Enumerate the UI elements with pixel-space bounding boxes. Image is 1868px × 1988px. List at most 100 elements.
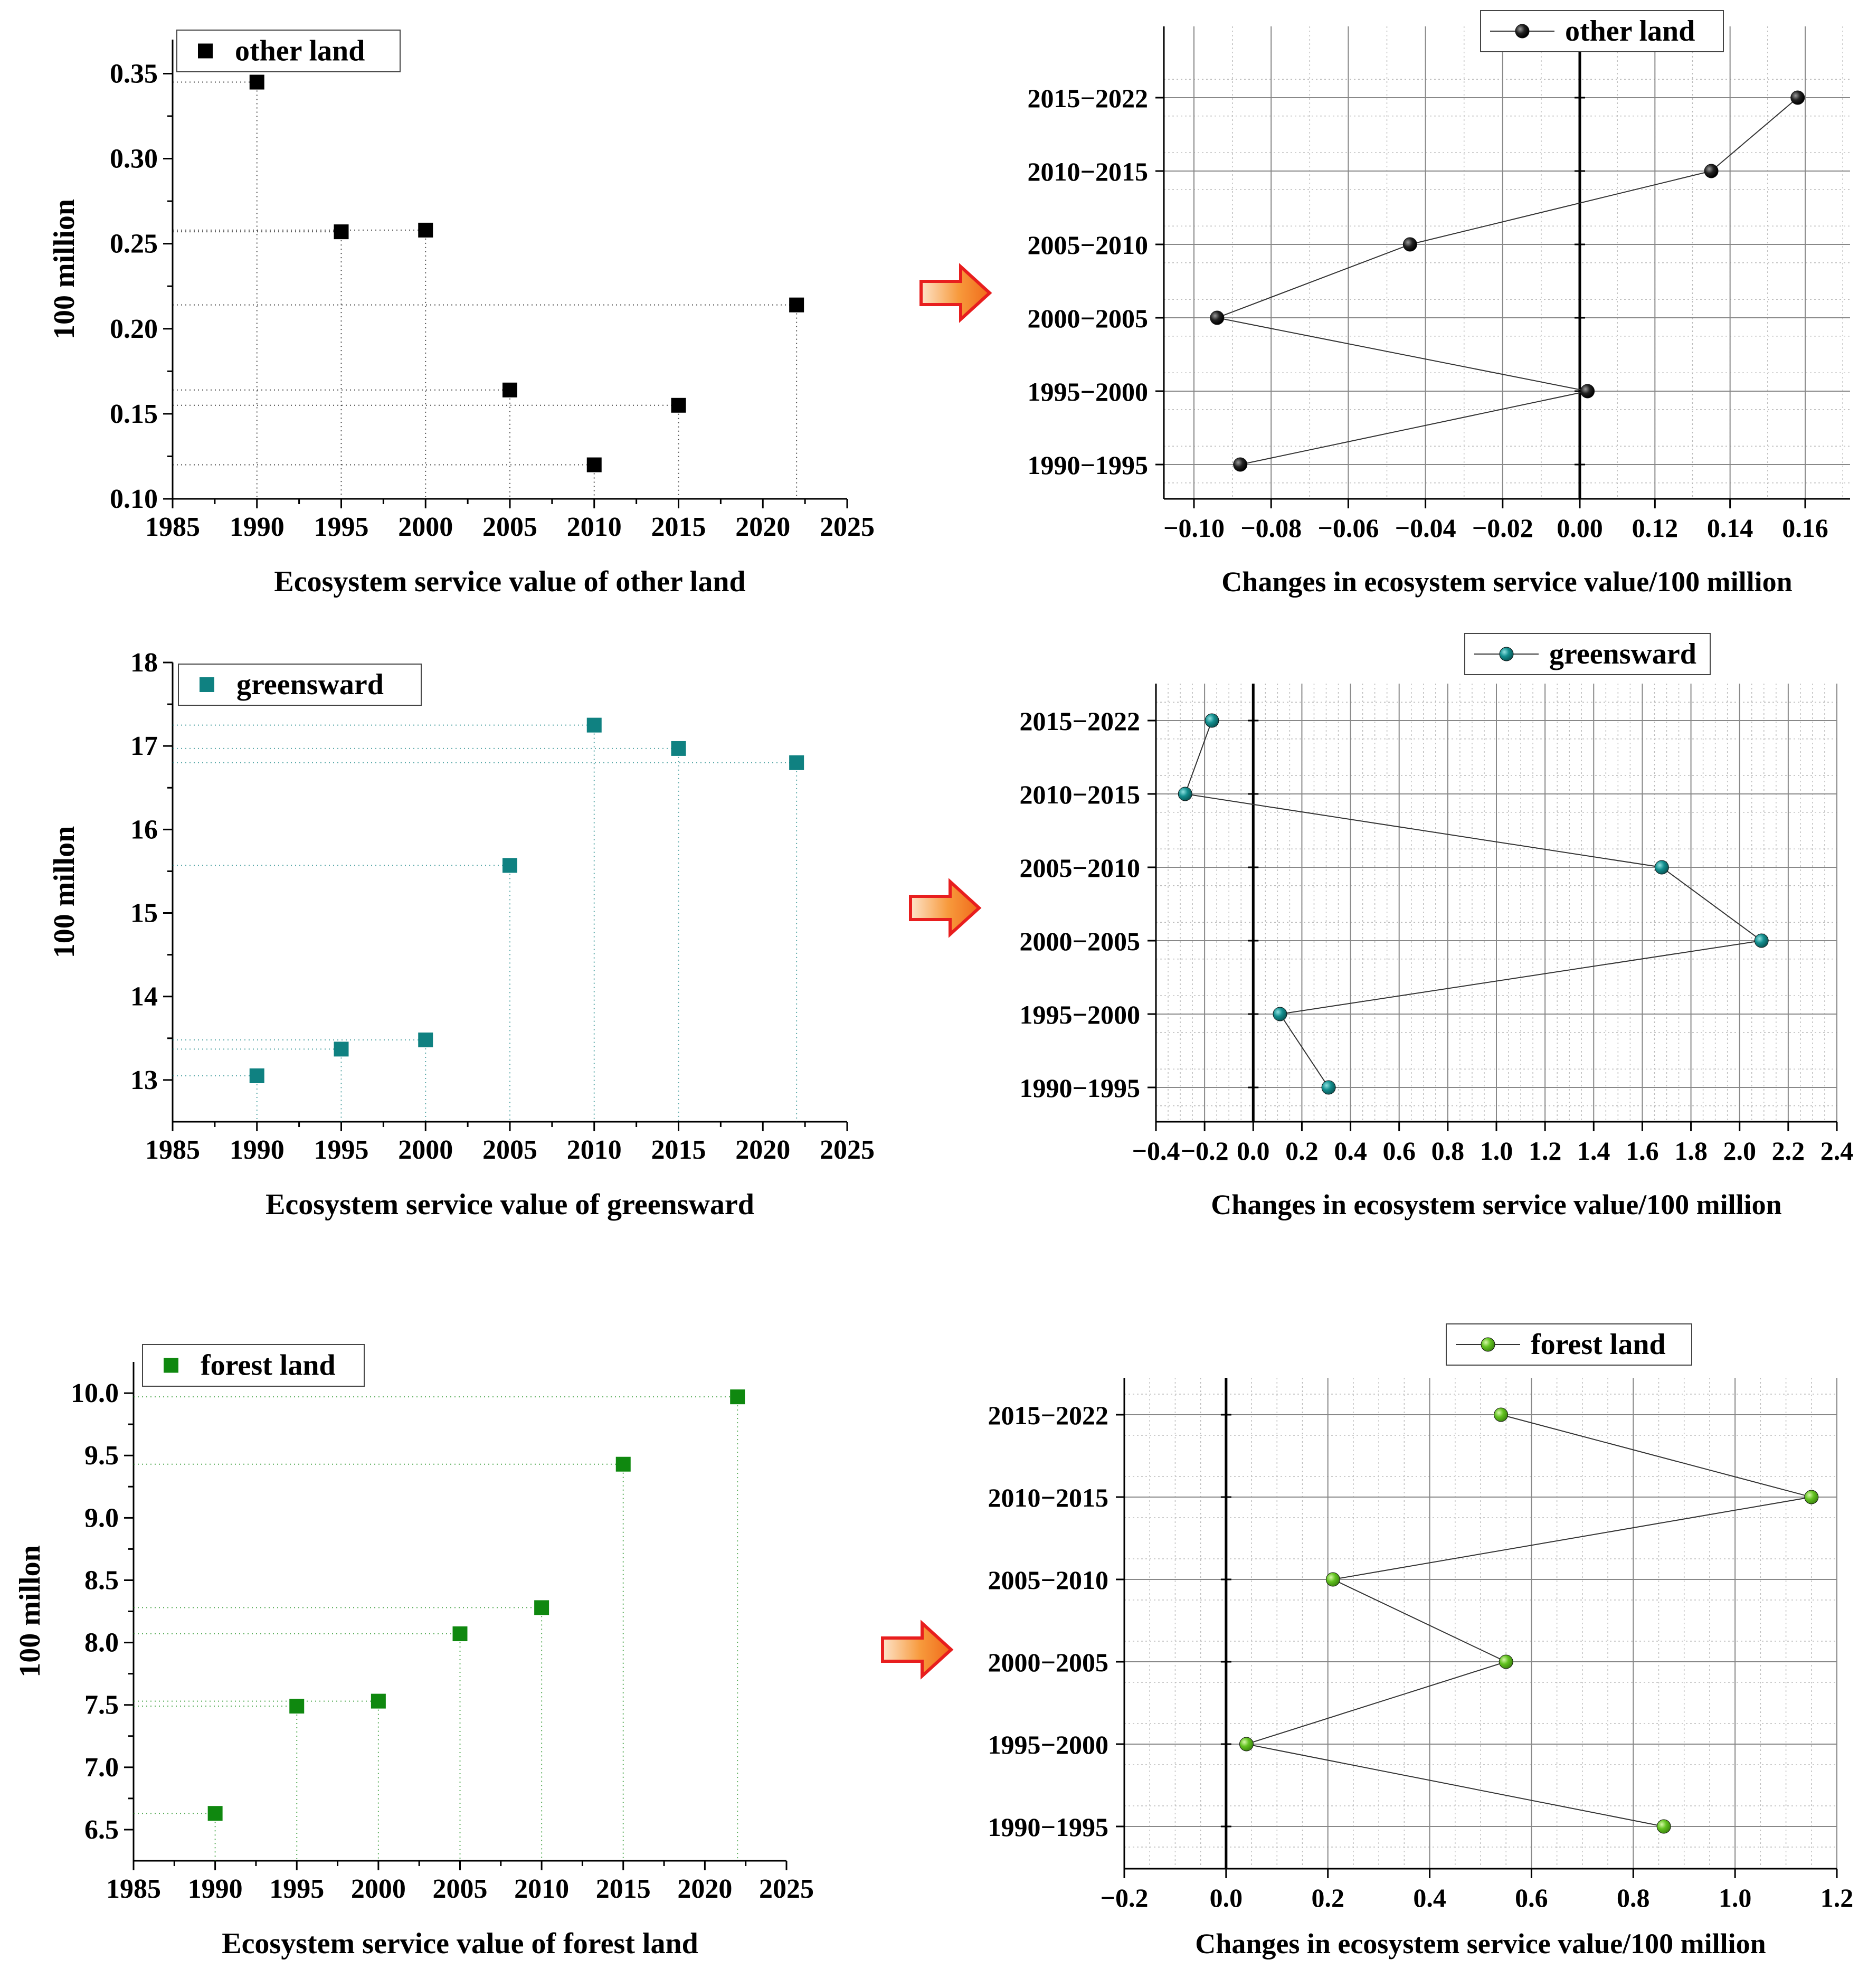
category-label: 1990−1995 — [1020, 1073, 1141, 1103]
x-tick-label: 2025 — [820, 1135, 875, 1165]
x-tick-label: 0.8 — [1431, 1136, 1465, 1166]
data-point-ball — [1210, 310, 1225, 325]
y-tick-label: 0.20 — [110, 314, 158, 344]
data-point-square — [371, 1693, 386, 1709]
x-tick-label: 1995 — [314, 1135, 369, 1165]
y-tick-label: 16 — [130, 815, 158, 845]
x-tick-label: 0.6 — [1382, 1136, 1416, 1166]
y-tick-label: 14 — [130, 982, 158, 1012]
x-tick-label: 0.4 — [1413, 1883, 1446, 1913]
legend-marker-square — [164, 1358, 178, 1373]
category-label: 1995−2000 — [988, 1730, 1109, 1759]
data-point-square — [334, 1042, 349, 1057]
x-tick-label: 2020 — [677, 1874, 732, 1904]
y-tick-label: 0.25 — [110, 229, 158, 259]
x-tick-label: 2010 — [567, 1135, 622, 1165]
legend-marker-square — [198, 43, 213, 59]
data-point-square — [586, 717, 602, 733]
data-point-ball — [1178, 787, 1192, 801]
x-axis-title: Changes in ecosystem service value/100 m… — [1211, 1189, 1781, 1220]
x-tick-label: 1990 — [230, 512, 285, 542]
x-axis-title: Ecosystem service value of other land — [274, 565, 745, 598]
x-tick-label: 2005 — [433, 1874, 488, 1904]
x-tick-label: 2005 — [482, 512, 537, 542]
x-tick-label: 2000 — [398, 1135, 453, 1165]
x-tick-label: −0.10 — [1163, 513, 1225, 543]
x-tick-label: 1.6 — [1626, 1136, 1659, 1166]
x-tick-label: 0.2 — [1311, 1883, 1344, 1913]
x-tick-label: 2015 — [596, 1874, 651, 1904]
data-point-ball — [1790, 90, 1805, 105]
category-label: 2010−2015 — [1028, 157, 1149, 186]
x-tick-label: 1.2 — [1529, 1136, 1562, 1166]
legend-box — [142, 1344, 365, 1387]
y-tick-label: 0.30 — [110, 144, 158, 174]
x-tick-label: −0.08 — [1240, 513, 1302, 543]
right-arrow-icon — [909, 878, 982, 938]
right-arrow-icon — [881, 1620, 954, 1680]
data-point-ball — [1704, 164, 1719, 178]
x-tick-label: 2010 — [514, 1874, 569, 1904]
legend-box — [176, 30, 401, 72]
x-tick-label: 0.8 — [1617, 1883, 1650, 1913]
series-line — [1215, 97, 1798, 465]
data-point-ball — [1754, 933, 1769, 948]
x-tick-label: 0.00 — [1557, 513, 1603, 543]
x-tick-label: 2.0 — [1723, 1136, 1756, 1166]
series-line — [1246, 1414, 1812, 1827]
y-axis-title: 100 millon — [14, 1545, 46, 1677]
x-tick-label: 1985 — [145, 512, 200, 542]
data-point-square — [502, 858, 517, 873]
y-tick-label: 13 — [130, 1065, 158, 1095]
y-tick-label: 8.0 — [84, 1628, 119, 1658]
x-tick-label: 1.0 — [1719, 1883, 1752, 1913]
legend-marker-square — [200, 677, 214, 692]
y-axis-title: 100 million — [48, 199, 81, 339]
x-tick-label: 0.0 — [1237, 1136, 1270, 1166]
legend-label: greensward — [1549, 638, 1696, 670]
x-tick-label: 0.2 — [1285, 1136, 1319, 1166]
data-point-square — [789, 755, 804, 770]
data-point-square — [789, 297, 804, 313]
x-tick-label: −0.04 — [1395, 513, 1456, 543]
data-point-ball — [1499, 1654, 1513, 1669]
data-point-square — [418, 1032, 433, 1047]
data-point-square — [586, 457, 602, 472]
y-tick-label: 9.5 — [84, 1441, 119, 1471]
y-tick-label: 10.0 — [71, 1378, 119, 1408]
data-point-ball — [1494, 1407, 1509, 1422]
data-point-square — [207, 1806, 223, 1821]
data-point-ball — [1321, 1080, 1336, 1095]
legend-box — [178, 664, 422, 706]
x-tick-label: −0.06 — [1317, 513, 1379, 543]
x-tick-label: 2025 — [759, 1874, 814, 1904]
y-tick-label: 8.5 — [84, 1565, 119, 1595]
x-tick-label: −0.2 — [1181, 1136, 1229, 1166]
x-axis-title: Changes in ecosystem service value/100 m… — [1221, 566, 1792, 598]
change-chart-greensward-change: −0.4 −0.2 0.0 0.2 0.4 0.6 0.8 1.0 1.2 1.4 1.6 1.8 2.… — [1020, 633, 1853, 1220]
legend-label: greensward — [236, 668, 384, 701]
legend-marker-ball — [1515, 24, 1530, 39]
x-tick-label: 1985 — [106, 1874, 161, 1904]
category-label: 2015−2022 — [1020, 706, 1141, 736]
x-tick-label: 2000 — [398, 512, 453, 542]
x-tick-label: −0.4 — [1132, 1136, 1180, 1166]
x-tick-label: 2025 — [820, 512, 875, 542]
category-label: 2015−2022 — [1028, 83, 1149, 113]
y-tick-label: 7.0 — [84, 1753, 119, 1783]
x-tick-label: 1.8 — [1674, 1136, 1708, 1166]
data-point-square — [730, 1389, 745, 1405]
y-tick-label: 18 — [130, 648, 158, 678]
category-label: 2005−2010 — [1020, 853, 1141, 883]
series-line — [1184, 720, 1763, 1088]
x-tick-label: 1.4 — [1577, 1136, 1610, 1166]
x-axis-title: Ecosystem service value of greensward — [265, 1188, 754, 1221]
category-label: 2005−2010 — [1028, 230, 1149, 260]
x-tick-label: 2015 — [651, 1135, 706, 1165]
category-label: 1990−1995 — [988, 1812, 1109, 1842]
data-point-square — [502, 382, 517, 397]
data-point-square — [418, 222, 433, 238]
x-tick-label: 1985 — [145, 1135, 200, 1165]
x-tick-label: 2.2 — [1772, 1136, 1805, 1166]
